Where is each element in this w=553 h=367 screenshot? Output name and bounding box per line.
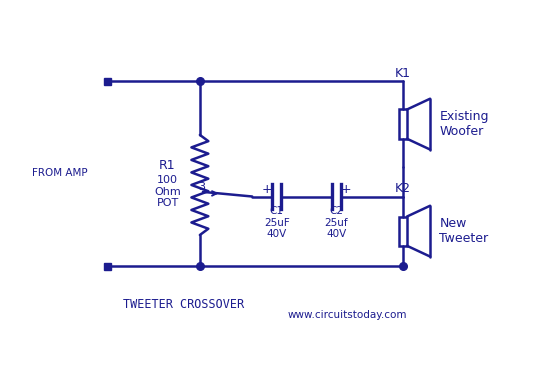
Text: K1: K1	[395, 67, 411, 80]
Text: R1: R1	[159, 159, 176, 172]
Text: TWEETER CROSSOVER: TWEETER CROSSOVER	[123, 298, 244, 311]
Text: 100
Ohm
POT: 100 Ohm POT	[154, 175, 181, 208]
Text: Existing
Woofer: Existing Woofer	[439, 110, 489, 138]
Text: 3: 3	[198, 182, 205, 192]
Bar	[399, 217, 407, 246]
Text: K2: K2	[395, 182, 411, 195]
Bar	[103, 78, 111, 85]
Text: FROM AMP: FROM AMP	[32, 168, 87, 178]
Text: +: +	[341, 183, 352, 196]
Text: +: +	[262, 183, 272, 196]
Text: C2
25uf
40V: C2 25uf 40V	[325, 206, 348, 239]
Text: New
Tweeter: New Tweeter	[439, 217, 488, 245]
Text: www.circuitstoday.com: www.circuitstoday.com	[288, 310, 408, 320]
Bar	[103, 263, 111, 270]
Text: C1
25uF
40V: C1 25uF 40V	[264, 206, 290, 239]
Bar	[399, 109, 407, 139]
